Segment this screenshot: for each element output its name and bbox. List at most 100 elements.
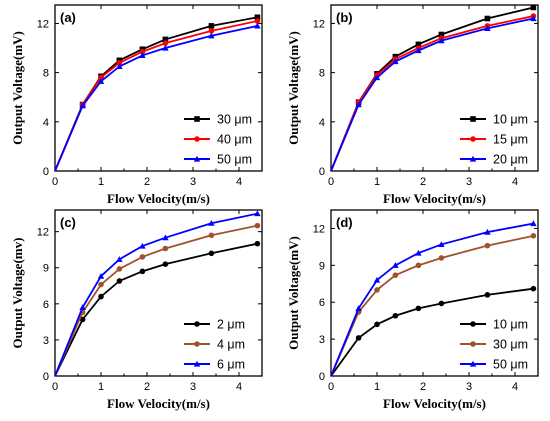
data-point xyxy=(484,15,491,22)
data-point xyxy=(484,228,491,235)
series-line xyxy=(330,15,534,172)
x-axis-title: Flow Velocity(m/s) xyxy=(383,191,486,206)
legend-entry: 10 μm xyxy=(493,318,528,332)
x-tick-label: 4 xyxy=(236,176,242,188)
data-point xyxy=(484,25,491,31)
y-tick-label: 9 xyxy=(319,260,325,272)
data-point xyxy=(438,37,445,44)
x-tick-label: 0 xyxy=(328,176,334,188)
data-point xyxy=(208,232,215,239)
plot-frame xyxy=(54,209,263,377)
legend-marker xyxy=(469,155,477,162)
series-line xyxy=(54,25,258,172)
y-tick-label: 6 xyxy=(43,299,49,311)
x-tick-label: 1 xyxy=(98,176,104,188)
plot-frame xyxy=(330,4,539,172)
legend-marker xyxy=(194,321,200,327)
panel-label: (c) xyxy=(60,215,76,230)
legend-marker xyxy=(470,321,476,327)
series-line xyxy=(54,16,258,172)
data-point xyxy=(162,245,169,252)
data-point xyxy=(208,28,215,34)
data-point xyxy=(79,304,86,311)
panel-label: (a) xyxy=(60,10,76,25)
x-tick-label: 2 xyxy=(420,176,426,188)
data-point xyxy=(438,31,445,38)
y-tick-label: 0 xyxy=(319,166,325,178)
series-line xyxy=(54,212,258,377)
x-tick-label: 1 xyxy=(374,381,380,393)
data-point xyxy=(484,292,491,298)
legend-entry: 10 μm xyxy=(493,113,528,127)
data-point xyxy=(415,41,422,48)
data-point xyxy=(116,63,123,70)
data-point xyxy=(139,242,146,249)
data-point xyxy=(254,240,261,247)
data-point xyxy=(254,14,261,21)
data-point xyxy=(162,234,169,241)
data-point xyxy=(530,233,537,239)
data-point xyxy=(254,22,261,29)
data-point xyxy=(438,241,445,248)
data-point xyxy=(139,52,146,58)
y-axis-title: Output Voltage(mV) xyxy=(286,236,301,350)
y-tick-label: 0 xyxy=(319,371,325,383)
series-line xyxy=(330,234,534,377)
data-point xyxy=(392,58,399,65)
data-point xyxy=(438,255,445,261)
data-point xyxy=(392,272,399,278)
legend-marker xyxy=(194,116,200,122)
legend-marker xyxy=(470,341,476,347)
legend-marker xyxy=(193,360,201,367)
y-tick-label: 3 xyxy=(319,334,325,346)
x-tick-label: 3 xyxy=(466,381,472,393)
data-point xyxy=(530,4,537,11)
legend-entry: 30 μm xyxy=(217,113,252,127)
y-tick-label: 12 xyxy=(313,18,325,30)
data-point xyxy=(79,316,86,323)
x-axis-title: Flow Velocity(m/s) xyxy=(383,396,486,411)
legend-entry: 50 μm xyxy=(217,153,252,167)
data-point xyxy=(415,47,422,54)
legend-marker xyxy=(193,155,201,162)
data-point xyxy=(116,59,123,66)
data-point xyxy=(415,305,422,312)
legend-entry: 4 μm xyxy=(217,338,245,352)
data-point xyxy=(116,256,123,262)
x-axis-title: Flow Velocity(m/s) xyxy=(107,191,210,206)
legend-entry: 40 μm xyxy=(217,133,252,147)
data-point xyxy=(208,32,215,39)
data-point xyxy=(530,220,537,227)
series-line xyxy=(54,20,258,172)
series-line xyxy=(330,287,534,377)
x-tick-label: 3 xyxy=(190,176,196,188)
legend-marker xyxy=(194,341,200,347)
legend-marker xyxy=(470,136,476,142)
data-point xyxy=(373,276,381,283)
plot-frame xyxy=(54,4,263,172)
x-tick-label: 4 xyxy=(236,381,242,393)
y-tick-label: 12 xyxy=(37,18,49,30)
legend-marker xyxy=(194,136,200,142)
x-tick-label: 3 xyxy=(190,381,196,393)
data-point xyxy=(208,23,215,29)
data-point xyxy=(392,312,399,319)
y-tick-label: 0 xyxy=(43,166,49,178)
y-tick-label: 4 xyxy=(319,117,325,129)
data-point xyxy=(162,40,169,46)
data-point xyxy=(373,74,381,81)
data-point xyxy=(79,102,86,109)
data-point xyxy=(355,335,362,341)
data-point xyxy=(355,101,362,108)
data-point xyxy=(484,242,491,249)
data-point xyxy=(392,262,399,268)
data-point xyxy=(98,281,104,288)
x-tick-label: 2 xyxy=(420,381,426,393)
data-point xyxy=(139,254,146,260)
legend-entry: 50 μm xyxy=(493,358,528,372)
y-tick-label: 8 xyxy=(319,68,325,80)
x-tick-label: 1 xyxy=(98,381,104,393)
data-point xyxy=(415,249,422,256)
panel-label: (b) xyxy=(336,10,353,25)
